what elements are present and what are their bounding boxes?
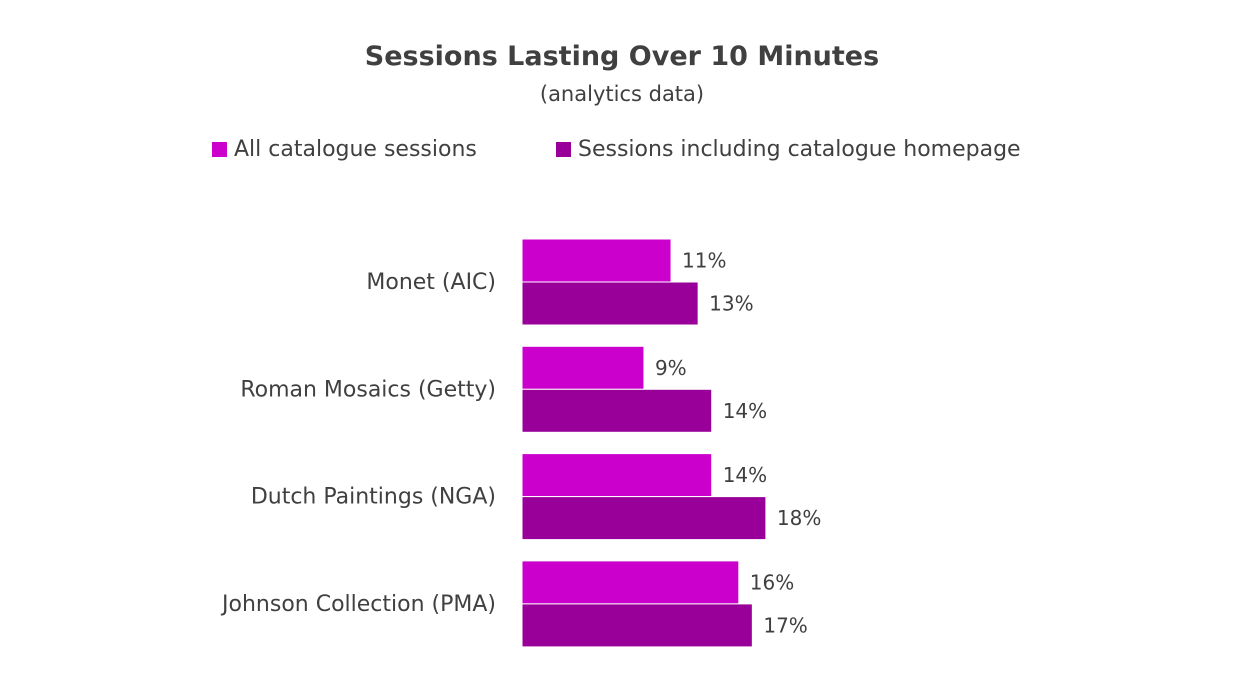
legend-label-all-sessions: All catalogue sessions [234,137,477,162]
chart-title: Sessions Lasting Over 10 Minutes [365,41,879,72]
data-label-roman-mosaics-getty-series-1: 9% [655,356,687,380]
category-label-johnson-collection-pma: Johnson Collection (PMA) [220,592,496,617]
bar-johnson-collection-pma-series-2 [521,603,753,648]
data-label-roman-mosaics-getty-series-2: 14% [723,399,767,423]
data-label-monet-aic-series-1: 11% [682,249,726,273]
bar-dutch-paintings-nga-series-2 [521,496,767,541]
legend-swatch-all-sessions [212,142,227,157]
bar-roman-mosaics-getty-series-2 [521,388,713,433]
data-label-monet-aic-series-2: 13% [709,292,753,316]
category-label-monet-aic: Monet (AIC) [366,270,496,295]
bar-monet-aic-series-1 [521,238,672,283]
chart-subtitle: (analytics data) [540,82,704,106]
category-label-roman-mosaics-getty: Roman Mosaics (Getty) [240,377,496,402]
legend: All catalogue sessions Sessions includin… [212,137,1021,162]
legend-label-homepage-sessions: Sessions including catalogue homepage [578,137,1021,162]
data-label-johnson-collection-pma-series-1: 16% [750,570,794,594]
plot-area: Monet (AIC) 11% 13% Roman Mosaics (Getty) 9%… [220,238,821,648]
legend-swatch-homepage-sessions [556,142,571,157]
data-label-dutch-paintings-nga-series-1: 14% [723,463,767,487]
bar-monet-aic-series-2 [521,281,699,326]
bar-dutch-paintings-nga-series-1 [521,453,713,498]
data-label-dutch-paintings-nga-series-2: 18% [777,506,821,530]
data-label-johnson-collection-pma-series-2: 17% [763,613,807,637]
bar-johnson-collection-pma-series-1 [521,560,740,605]
category-label-dutch-paintings-nga: Dutch Paintings (NGA) [251,485,496,510]
bar-roman-mosaics-getty-series-1 [521,345,645,390]
